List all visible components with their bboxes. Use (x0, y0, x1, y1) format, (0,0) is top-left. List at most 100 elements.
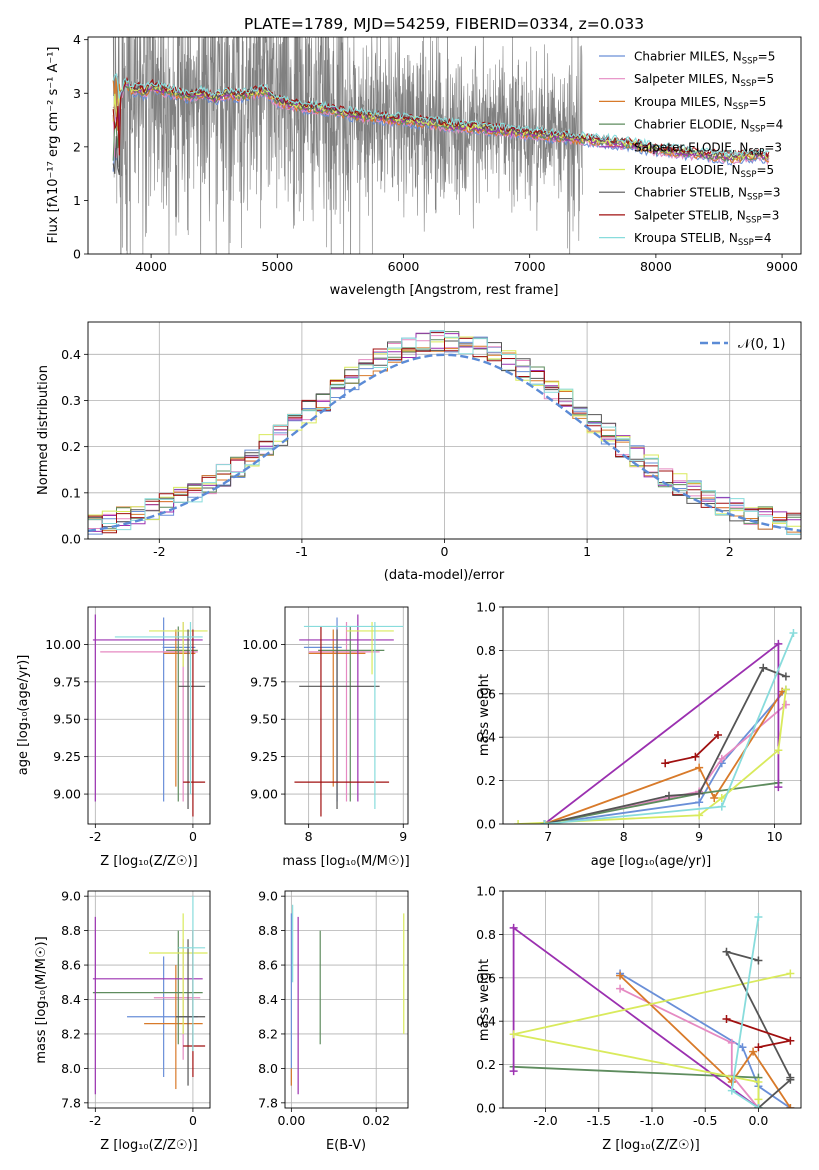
y-tick-label: 9.50 (250, 712, 278, 727)
mass-vs-ebv-xlabel: E(B-V) (326, 1138, 366, 1153)
x-tick-label: 0.0 (748, 1113, 768, 1128)
legend-count: =5 (756, 163, 774, 177)
y-tick-label: 3 (73, 86, 81, 101)
axes-frame (284, 890, 409, 1109)
legend-count: =3 (763, 186, 781, 200)
weight-marker (664, 791, 673, 800)
x-tick-label: 8 (305, 829, 313, 844)
x-tick-label: -2.0 (533, 1113, 557, 1128)
legend-sub: SSP (747, 193, 763, 203)
legend-label: Kroupa MILES, NSSP=5 (634, 95, 766, 112)
y-tick-label: 8.2 (61, 1026, 81, 1041)
weight-marker (781, 685, 790, 694)
weights-line (665, 734, 719, 765)
weight-marker (774, 639, 783, 648)
legend-sub: SSP (738, 238, 754, 248)
y-tick-label: 8.6 (61, 958, 81, 973)
weight-marker (781, 672, 790, 681)
weights-line (619, 972, 791, 1108)
weight-marker (754, 913, 763, 922)
y-tick-label: 8.4 (61, 992, 81, 1007)
weight-marker (786, 1073, 795, 1082)
weight-marker (616, 984, 625, 993)
weight-marker (509, 1030, 518, 1039)
x-tick-label: 7000 (514, 259, 546, 274)
y-tick-label: 7.8 (61, 1095, 81, 1110)
x-tick-label: 0.00 (277, 1113, 305, 1128)
weight-marker (754, 1104, 763, 1108)
y-tick-label: 10.00 (45, 637, 81, 652)
legend-label: Chabrier ELODIE, NSSP=4 (634, 118, 783, 135)
weight-marker (754, 956, 763, 965)
legend-count: =4 (766, 118, 784, 132)
weight-marker (695, 789, 704, 798)
y-tick-label: 0.2 (61, 439, 81, 454)
y-tick-label: 7.8 (258, 1095, 278, 1110)
weight-marker (789, 629, 798, 638)
age-vs-mass-panel: mass [log₁₀(M/M☉)] 8 9 9.00 9.25 9.50 9.75 10.… (242, 606, 410, 869)
x-tick-label: 0.02 (362, 1113, 390, 1128)
weight-marker (717, 754, 726, 763)
axes-frame (284, 606, 409, 825)
weights-plot-area (514, 629, 798, 824)
legend-sub: SSP (742, 57, 758, 67)
y-tick-label: 8.6 (258, 958, 278, 973)
legend-label: Salpeter STELIB, NSSP=3 (634, 208, 779, 225)
weight-marker (509, 923, 518, 932)
errorbar-plot-area (92, 614, 208, 817)
x-tick-label: 2 (726, 544, 734, 559)
weights-line (512, 926, 759, 1108)
weight-marker (749, 1047, 758, 1056)
residuals-ylabel: Normed distribution (36, 365, 51, 495)
weight-marker (786, 1104, 795, 1108)
x-tick-label: -2 (89, 829, 101, 844)
y-tick-label: 0.6 (476, 686, 496, 701)
massweight-vs-Z-panel: Z [log₁₀(Z/Z☉)] mass weight -2.0 -1.5 -1.0… (476, 884, 802, 1153)
legend-label: Kroupa ELODIE, NSSP=5 (634, 163, 774, 180)
y-tick-label: 0.1 (61, 485, 81, 500)
weight-marker (754, 1077, 763, 1086)
y-tick-label: 2 (73, 139, 81, 154)
y-tick-label: 1.0 (476, 600, 496, 615)
legend-label: Salpeter MILES, NSSP=5 (634, 72, 774, 89)
axes-frame (502, 606, 802, 825)
y-tick-label: 0.3 (61, 393, 81, 408)
axes-frame (87, 890, 211, 1109)
errorbar-plot-area (290, 904, 405, 1095)
weight-marker (514, 820, 523, 824)
y-tick-label: 8.8 (61, 923, 81, 938)
x-tick-label: -1.5 (587, 1113, 611, 1128)
weight-marker (738, 1043, 747, 1052)
weight-marker (540, 820, 549, 824)
y-tick-label: 9.0 (258, 889, 278, 904)
weights-line (518, 689, 787, 824)
observed-spectrum (112, 37, 583, 254)
x-tick-label: -0.5 (693, 1113, 717, 1128)
legend-count: =3 (764, 140, 782, 154)
y-tick-label: 0.6 (476, 970, 496, 985)
weight-marker (714, 731, 723, 740)
legend-sub: SSP (748, 147, 764, 157)
weight-marker (509, 1067, 518, 1076)
x-tick-label: 1 (583, 544, 591, 559)
y-tick-label: 0.2 (476, 773, 496, 788)
y-tick-label: 9.75 (250, 674, 278, 689)
y-tick-label: 10.00 (242, 637, 278, 652)
x-tick-label: 0 (441, 544, 449, 559)
legend-label: Salpeter ELODIE, NSSP=3 (634, 140, 782, 157)
y-tick-label: 0.0 (476, 1101, 496, 1116)
y-tick-label: 1 (73, 193, 81, 208)
y-tick-label: 8.0 (258, 1061, 278, 1076)
weight-marker (695, 811, 704, 820)
x-tick-label: 9000 (766, 259, 798, 274)
mass-vs-Z-xlabel: Z [log₁₀(Z/Z☉)] (100, 1138, 197, 1153)
y-tick-label: 0.4 (476, 730, 496, 745)
y-tick-label: 0.4 (61, 347, 81, 362)
age-vs-Z-xlabel: Z [log₁₀(Z/Z☉)] (100, 854, 197, 869)
y-tick-label: 0.0 (61, 532, 81, 547)
y-tick-label: 9.25 (250, 749, 278, 764)
spectrum-ylabel: Flux [fλ10⁻¹⁷ erg cm⁻² s⁻¹ A⁻¹] (46, 47, 61, 244)
y-tick-label: 4 (73, 32, 81, 47)
x-tick-label: 0 (189, 1113, 197, 1128)
y-tick-label: 0 (73, 247, 81, 262)
